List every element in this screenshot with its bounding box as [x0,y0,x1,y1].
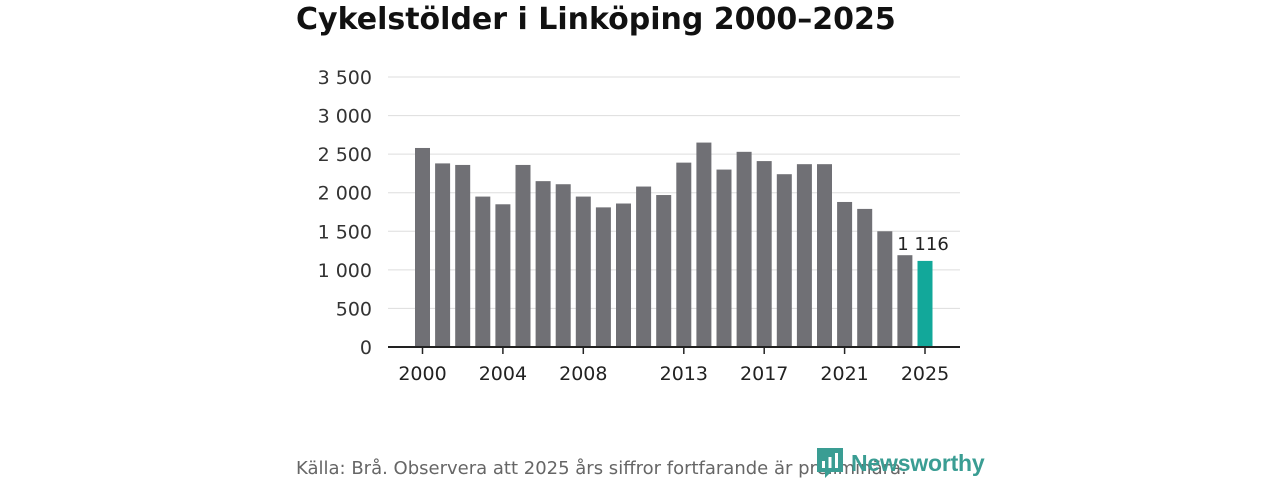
bar-2007 [555,184,571,347]
x-tick-label: 2013 [660,363,708,385]
bar-2015 [716,169,732,347]
bar-2006 [535,181,551,347]
x-tick-label: 2004 [479,363,527,385]
bars [415,142,933,347]
bar-2021 [837,201,853,347]
bar-2022 [857,208,873,347]
source-note: Källa: Brå. Observera att 2025 års siffr… [296,458,907,479]
x-tick-label: 2008 [559,363,607,385]
y-axis-ticks: 0 500 1 000 1 500 2 000 2 500 3 000 3 500 [318,67,372,359]
data-labels: 1 116 [897,234,949,255]
bar-2025 [917,260,933,347]
y-tick-label: 0 [360,337,372,359]
bar-2001 [435,163,451,347]
bar-2005 [515,164,531,347]
bar-2000 [415,147,430,347]
y-tick-label: 3 500 [318,67,372,89]
bar-2024 [897,255,913,347]
bar-2020 [817,164,832,347]
x-axis-ticks: 2000 2004 2008 2013 2017 2021 2025 [398,347,949,385]
y-tick-label: 2 500 [318,144,372,166]
bar-2004 [495,204,511,347]
bar-2023 [877,231,893,347]
bar-2011 [636,186,652,347]
x-tick-label: 2017 [740,363,788,385]
y-tick-label: 1 500 [318,221,372,243]
y-tick-label: 500 [336,298,372,320]
bar-2017 [756,161,772,347]
bar-2012 [656,195,672,347]
brand-name: Newsworthy [851,449,985,476]
data-label: 1 116 [897,234,949,255]
gridlines [388,76,960,309]
newsworthy-logo-icon [817,448,843,478]
bar-2014 [696,142,712,347]
y-tick-label: 2 000 [318,183,372,205]
page-title: Cykelstölder i Linköping 2000–2025 [296,2,896,37]
bar-2003 [475,196,491,347]
bar-2009 [595,207,611,347]
x-tick-label: 2025 [901,363,949,385]
x-tick-label: 2021 [820,363,868,385]
y-tick-label: 1 000 [318,260,372,282]
bar-2010 [616,203,631,347]
y-tick-label: 3 000 [318,106,372,128]
bar-2013 [676,162,692,347]
bar-2008 [575,196,591,347]
x-tick-label: 2000 [398,363,446,385]
bar-2016 [736,151,752,347]
bar-2018 [776,174,792,347]
brand-logo: Newsworthy [815,446,985,480]
bar-2019 [796,164,812,347]
bar-2002 [455,164,471,347]
